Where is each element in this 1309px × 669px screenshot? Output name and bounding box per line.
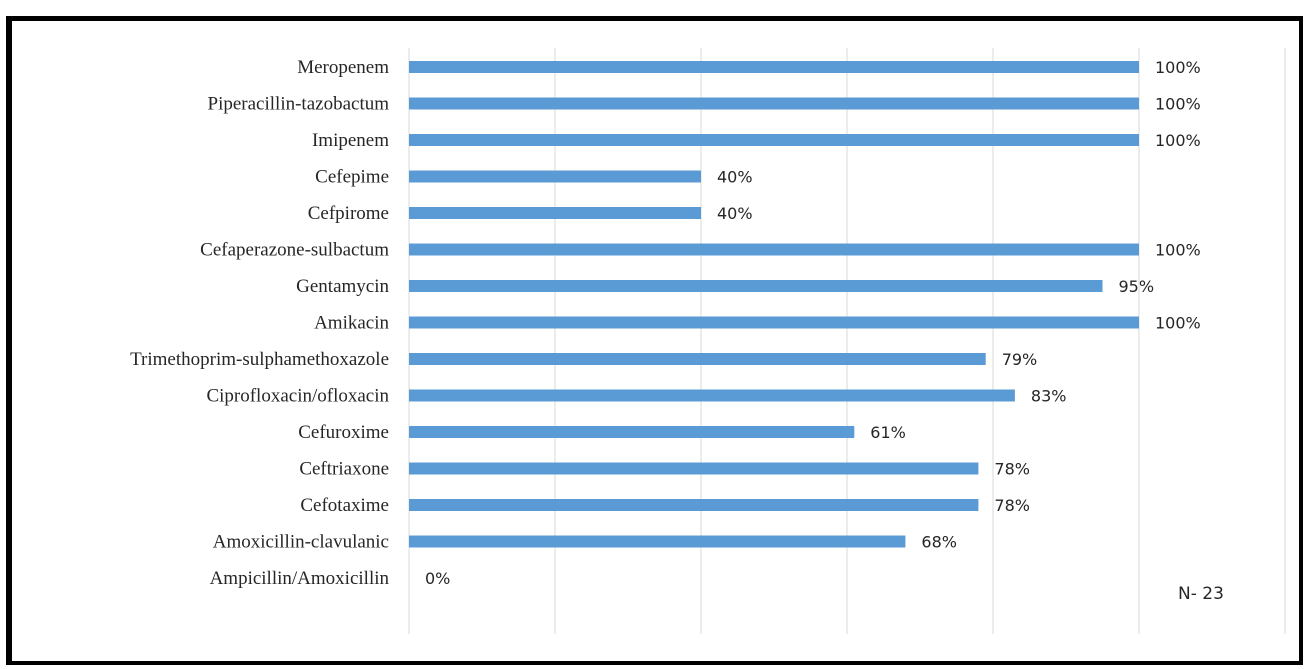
category-label-9: Ciprofloxacin/ofloxacin: [206, 386, 389, 407]
data-label-14: 0%: [425, 569, 450, 588]
data-label-2: 100%: [1155, 131, 1201, 150]
data-label-5: 100%: [1155, 241, 1201, 260]
category-label-13: Amoxicillin-clavulanic: [213, 532, 389, 553]
bar-7: [409, 316, 1139, 329]
category-label-6: Gentamycin: [296, 276, 389, 297]
category-label-10: Cefuroxime: [298, 422, 389, 443]
sample-size-annotation: N- 23: [1178, 584, 1224, 604]
bar-1: [409, 97, 1139, 110]
category-label-12: Cefotaxime: [300, 495, 389, 516]
category-label-1: Piperacillin-tazobactum: [208, 94, 390, 115]
bar-12: [409, 499, 979, 511]
bars: [409, 61, 1139, 548]
category-label-11: Ceftriaxone: [299, 459, 389, 480]
bar-13: [409, 535, 906, 548]
category-label-0: Meropenem: [297, 57, 389, 78]
data-label-1: 100%: [1155, 95, 1201, 114]
category-label-3: Cefepime: [315, 167, 389, 188]
bar-0: [409, 61, 1139, 73]
category-label-5: Cefaperazone-sulbactum: [200, 240, 389, 261]
category-label-2: Imipenem: [312, 130, 389, 151]
data-label-13: 68%: [921, 533, 957, 552]
data-label-12: 78%: [994, 496, 1030, 515]
page-top-strip: [0, 0, 1309, 18]
data-label-9: 83%: [1031, 387, 1067, 406]
bar-2: [409, 134, 1139, 146]
bar-9: [409, 389, 1015, 402]
data-labels: 100%100%100%40%40%100%95%100%79%83%61%78…: [425, 58, 1201, 588]
data-label-7: 100%: [1155, 314, 1201, 333]
category-labels: Meropenem Piperacillin-tazobactum Imipenem…: [130, 57, 389, 589]
data-label-3: 40%: [717, 168, 753, 187]
category-label-14: Ampicillin/Amoxicillin: [210, 568, 390, 589]
category-label-4: Cefpirome: [308, 203, 389, 224]
data-label-10: 61%: [870, 423, 906, 442]
bar-5: [409, 243, 1139, 256]
data-label-11: 78%: [994, 460, 1030, 479]
category-label-8: Trimethoprim-sulphamethoxazole: [130, 349, 389, 370]
bar-11: [409, 462, 979, 475]
data-label-0: 100%: [1155, 58, 1201, 77]
chart-frame: [6, 16, 1303, 665]
data-label-6: 95%: [1119, 277, 1155, 296]
bar-4: [409, 207, 701, 219]
bar-6: [409, 280, 1103, 292]
data-label-4: 40%: [717, 204, 753, 223]
category-label-7: Amikacin: [314, 313, 389, 334]
bar-8: [409, 353, 986, 365]
bar-10: [409, 426, 855, 438]
bar-3: [409, 170, 701, 183]
data-label-8: 79%: [1002, 350, 1038, 369]
